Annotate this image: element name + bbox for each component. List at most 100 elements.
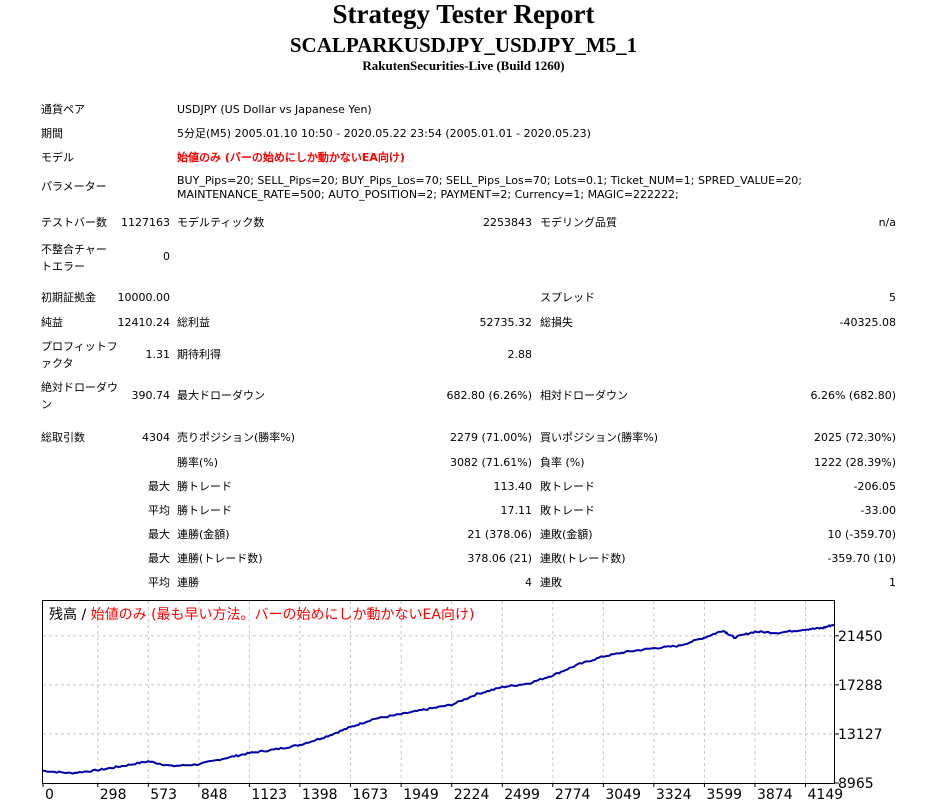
y-tick-label: 17288 bbox=[838, 678, 883, 694]
expected-payoff-value: 2.88 bbox=[507, 348, 533, 361]
average-consecutive-losses-value: 1 bbox=[889, 576, 896, 589]
x-tick-label: 298 bbox=[100, 787, 127, 803]
largest-loss-value: -206.05 bbox=[853, 480, 896, 493]
average-win-value: 17.11 bbox=[500, 504, 533, 517]
consecutive-losses-value: 10 (-359.70) bbox=[827, 528, 896, 541]
model-label: モデル bbox=[41, 151, 74, 164]
average-consecutive-wins-value: 4 bbox=[525, 576, 532, 589]
params-label: パラメーター bbox=[41, 180, 107, 193]
loss-rate-value: 1222 (28.39%) bbox=[813, 456, 896, 469]
symbol-label: 通貨ペア bbox=[41, 103, 85, 116]
relative-drawdown-label: 相対ドローダウン bbox=[540, 389, 628, 402]
loss-rate-label: 負率 (%) bbox=[540, 456, 585, 469]
average-win-label: 勝トレード bbox=[177, 504, 232, 517]
model-value: 始値のみ (バーの始めにしか動かないEA向け) bbox=[177, 151, 405, 164]
expected-payoff-label: 期待利得 bbox=[177, 348, 221, 361]
x-tick-label: 2224 bbox=[454, 787, 490, 803]
model-ticks-value: 2253843 bbox=[483, 216, 532, 229]
win-rate-value: 3082 (71.61%) bbox=[449, 456, 532, 469]
profit-factor-label: プロフィットファクタ bbox=[41, 340, 118, 370]
initial-deposit-label: 初期証拠金 bbox=[41, 291, 96, 304]
gross-loss-value: -40325.08 bbox=[839, 316, 896, 329]
consecutive-profit-value: 378.06 (21) bbox=[467, 552, 532, 565]
max-consecutive-count-row-label: 最大 bbox=[148, 552, 170, 565]
chart-legend: 残高 / 始値のみ (最も早い方法。バーの始めにしか動かないEA向け) bbox=[49, 604, 474, 624]
model-ticks-label: モデルティック数 bbox=[177, 216, 265, 229]
x-tick-label: 3874 bbox=[757, 787, 793, 803]
max-drawdown-label: 最大ドローダウン bbox=[177, 389, 265, 402]
modeling-quality-value: n/a bbox=[878, 216, 896, 229]
chart-legend-model: 始値のみ (最も早い方法。バーの始めにしか動かないEA向け) bbox=[90, 607, 475, 623]
average-consecutive-row-label: 平均 bbox=[148, 576, 170, 589]
x-tick-label: 0 bbox=[45, 787, 54, 803]
test-bars-value: 1127163 bbox=[121, 216, 170, 229]
spread-label: スプレッド bbox=[540, 291, 595, 304]
x-tick-label: 2774 bbox=[555, 787, 591, 803]
symbol-value: USDJPY (US Dollar vs Japanese Yen) bbox=[177, 103, 372, 116]
consecutive-loss-label: 連敗(トレード数) bbox=[540, 552, 626, 565]
gross-loss-label: 総損失 bbox=[540, 316, 573, 329]
absolute-drawdown-value: 390.74 bbox=[131, 389, 171, 402]
average-row-label: 平均 bbox=[148, 504, 170, 517]
mismatch-errors-value: 0 bbox=[163, 250, 170, 263]
x-tick-label: 573 bbox=[150, 787, 177, 803]
report-title: Strategy Tester Report bbox=[332, 0, 595, 29]
y-tick-label: 13127 bbox=[838, 727, 883, 743]
mismatch-errors-label: 不整合チャートエラー bbox=[41, 243, 107, 273]
period-value: 5分足(M5) 2005.01.10 10:50 - 2020.05.22 23… bbox=[177, 127, 591, 140]
x-tick-label: 848 bbox=[201, 787, 228, 803]
long-positions-label: 買いポジション(勝率%) bbox=[540, 431, 659, 444]
build-info: RakutenSecurities-Live (Build 1260) bbox=[362, 58, 565, 73]
x-tick-label: 1123 bbox=[251, 787, 287, 803]
consecutive-losses-label: 連敗(金額) bbox=[540, 528, 593, 541]
y-tick-label: 21450 bbox=[838, 629, 883, 645]
total-trades-label: 総取引数 bbox=[41, 431, 85, 444]
max-consecutive-row-label: 最大 bbox=[148, 528, 170, 541]
relative-drawdown-value: 6.26% (682.80) bbox=[810, 389, 896, 402]
consecutive-profit-label: 連勝(トレード数) bbox=[177, 552, 263, 565]
balance-line bbox=[42, 623, 835, 775]
x-tick-label: 1949 bbox=[403, 787, 439, 803]
total-trades-value: 4304 bbox=[142, 431, 170, 444]
win-rate-label: 勝率(%) bbox=[177, 456, 219, 469]
modeling-quality-label: モデリング品質 bbox=[540, 216, 617, 229]
spread-value: 5 bbox=[889, 291, 896, 304]
params-line-2: MAINTENANCE_RATE=500; AUTO_POSITION=2; P… bbox=[177, 188, 679, 201]
average-consecutive-wins-label: 連勝 bbox=[177, 576, 199, 589]
balance-chart-frame bbox=[42, 600, 835, 784]
params-line-1: BUY_Pips=20; SELL_Pips=20; BUY_Pips_Los=… bbox=[177, 174, 802, 187]
test-bars-label: テストバー数 bbox=[41, 216, 107, 229]
gross-profit-value: 52735.32 bbox=[479, 316, 533, 329]
x-tick-label: 4149 bbox=[808, 787, 844, 803]
absolute-drawdown-label: 絶対ドローダウン bbox=[41, 381, 118, 411]
chart-legend-series: 残高 / bbox=[49, 607, 87, 623]
largest-loss-label: 敗トレード bbox=[540, 480, 595, 493]
largest-row-label: 最大 bbox=[148, 480, 170, 493]
short-positions-label: 売りポジション(勝率%) bbox=[177, 431, 296, 444]
consecutive-loss-value: -359.70 (10) bbox=[827, 552, 896, 565]
profit-factor-value: 1.31 bbox=[145, 348, 171, 361]
net-profit-label: 純益 bbox=[41, 316, 63, 329]
net-profit-value: 12410.24 bbox=[117, 316, 171, 329]
largest-win-value: 113.40 bbox=[493, 480, 533, 493]
consecutive-wins-label: 連勝(金額) bbox=[177, 528, 230, 541]
consecutive-wins-value: 21 (378.06) bbox=[467, 528, 532, 541]
short-positions-value: 2279 (71.00%) bbox=[449, 431, 532, 444]
initial-deposit-value: 10000.00 bbox=[117, 291, 171, 304]
x-tick-label: 1673 bbox=[352, 787, 388, 803]
x-tick-label: 3049 bbox=[605, 787, 641, 803]
long-positions-value: 2025 (72.30%) bbox=[813, 431, 896, 444]
x-tick-label: 3599 bbox=[706, 787, 742, 803]
x-tick-label: 3324 bbox=[656, 787, 692, 803]
report-subtitle: SCALPARKUSDJPY_USDJPY_M5_1 bbox=[289, 33, 638, 57]
y-tick-label: 8965 bbox=[838, 776, 874, 792]
average-loss-label: 敗トレード bbox=[540, 504, 595, 517]
largest-win-label: 勝トレード bbox=[177, 480, 232, 493]
period-label: 期間 bbox=[41, 127, 63, 140]
gross-profit-label: 総利益 bbox=[177, 316, 210, 329]
x-tick-label: 1398 bbox=[302, 787, 338, 803]
max-drawdown-value: 682.80 (6.26%) bbox=[446, 389, 532, 402]
average-loss-value: -33.00 bbox=[860, 504, 896, 517]
x-tick-label: 2499 bbox=[504, 787, 540, 803]
